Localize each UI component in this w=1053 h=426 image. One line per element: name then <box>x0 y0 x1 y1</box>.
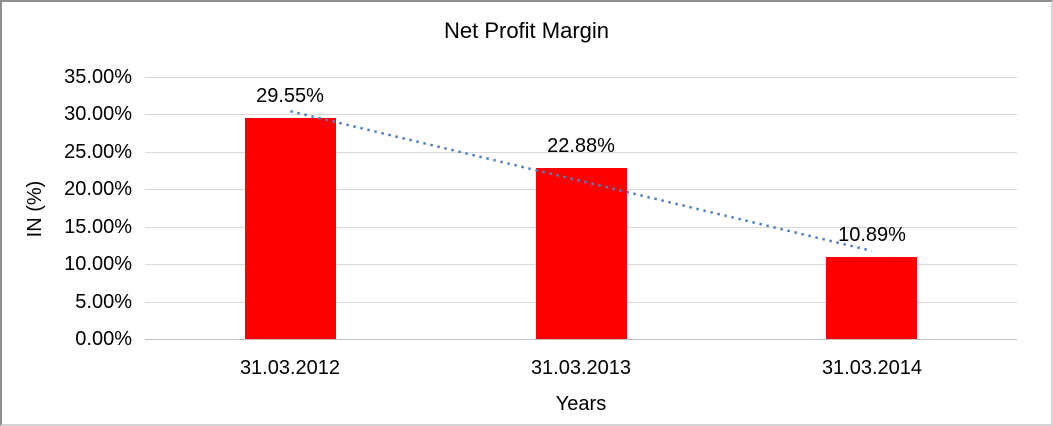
y-tick-label: 30.00% <box>64 103 132 125</box>
gridline <box>145 77 1017 78</box>
bar-31.03.2012 <box>245 118 336 339</box>
y-tick-label: 20.00% <box>64 178 132 200</box>
x-axis-title: Years <box>555 393 607 415</box>
x-tick-label: 31.03.2012 <box>239 357 341 379</box>
bar-value-label: 22.88% <box>547 135 615 157</box>
y-tick-label: 10.00% <box>64 253 132 275</box>
y-tick-label: 15.00% <box>64 216 132 238</box>
x-axis-line <box>145 339 1017 340</box>
gridline <box>145 114 1017 115</box>
x-tick-label: 31.03.2014 <box>821 357 923 379</box>
y-tick-label: 35.00% <box>64 66 132 88</box>
bar-value-label: 29.55% <box>256 85 324 107</box>
chart-title: Net Profit Margin <box>443 18 610 43</box>
bar-value-label: 10.89% <box>838 224 906 246</box>
y-tick-label: 5.00% <box>75 291 132 313</box>
y-tick-label: 25.00% <box>64 141 132 163</box>
y-tick-label: 0.00% <box>75 328 132 350</box>
bar-31.03.2014 <box>826 257 917 339</box>
x-tick-label: 31.03.2013 <box>530 357 632 379</box>
bar-31.03.2013 <box>536 168 627 339</box>
